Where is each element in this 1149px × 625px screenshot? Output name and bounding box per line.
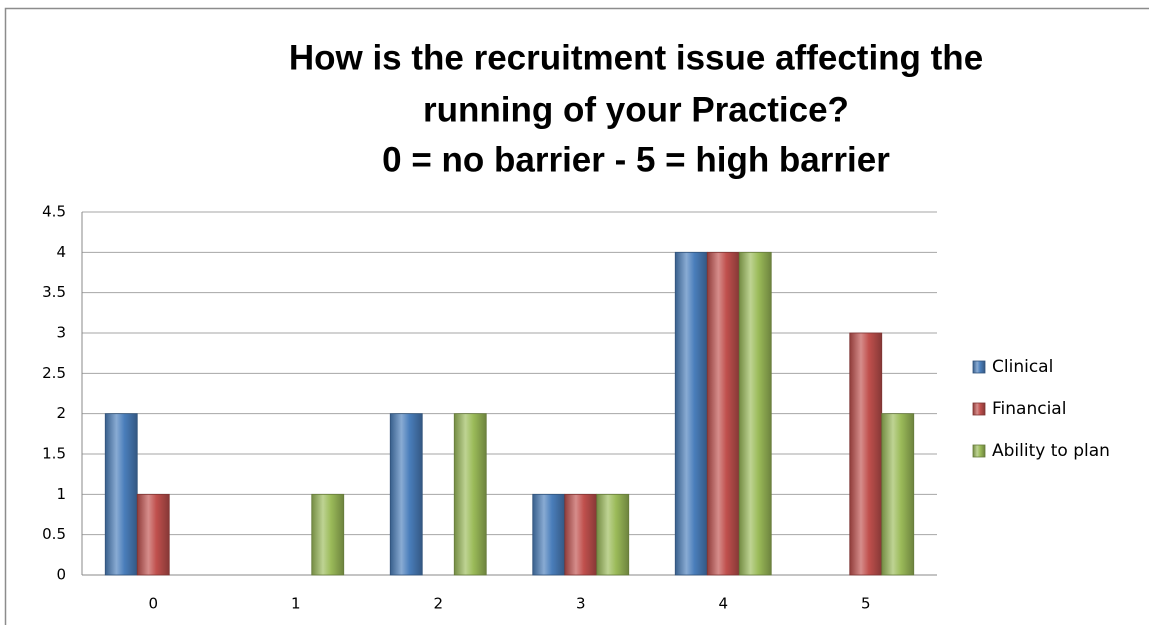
- y-tick-label: 2.5: [42, 364, 66, 382]
- y-tick-label: 0: [56, 566, 66, 584]
- y-tick-label: 1.5: [42, 445, 66, 463]
- y-tick-label: 2: [56, 404, 66, 422]
- y-tick-label: 3.5: [42, 283, 66, 301]
- x-tick-label: 4: [718, 595, 728, 613]
- bar: [389, 413, 423, 576]
- bar: [738, 251, 772, 576]
- bar: [532, 493, 566, 576]
- x-tick-label: 1: [291, 595, 301, 613]
- chart-title: How is the recruitment issue affecting t…: [289, 38, 983, 77]
- bar: [596, 493, 630, 576]
- chart-title: running of your Practice?: [423, 90, 849, 129]
- y-tick-label: 1: [56, 485, 66, 503]
- legend-swatch: [972, 402, 986, 416]
- y-tick-label: 3: [56, 324, 66, 342]
- x-tick-label: 3: [576, 595, 586, 613]
- bar: [104, 413, 138, 576]
- x-tick-label: 2: [433, 595, 443, 613]
- chart-title: 0 = no barrier - 5 = high barrier: [382, 140, 890, 179]
- bar: [849, 332, 883, 576]
- y-tick-label: 0.5: [42, 525, 66, 543]
- y-tick-label: 4.5: [42, 203, 66, 221]
- legend-label: Ability to plan: [992, 441, 1110, 461]
- legend-label: Financial: [992, 399, 1066, 419]
- legend-swatch: [972, 360, 986, 374]
- bar: [311, 493, 345, 576]
- x-tick-label: 5: [861, 595, 871, 613]
- bar: [706, 251, 740, 576]
- x-tick-label: 0: [148, 595, 158, 613]
- y-tick-label: 4: [56, 243, 66, 261]
- bar: [674, 251, 708, 576]
- bar: [564, 493, 598, 576]
- bar: [453, 413, 487, 576]
- bar: [136, 493, 170, 576]
- legend-label: Clinical: [992, 357, 1053, 377]
- legend-swatch: [972, 444, 986, 458]
- bar: [881, 413, 915, 576]
